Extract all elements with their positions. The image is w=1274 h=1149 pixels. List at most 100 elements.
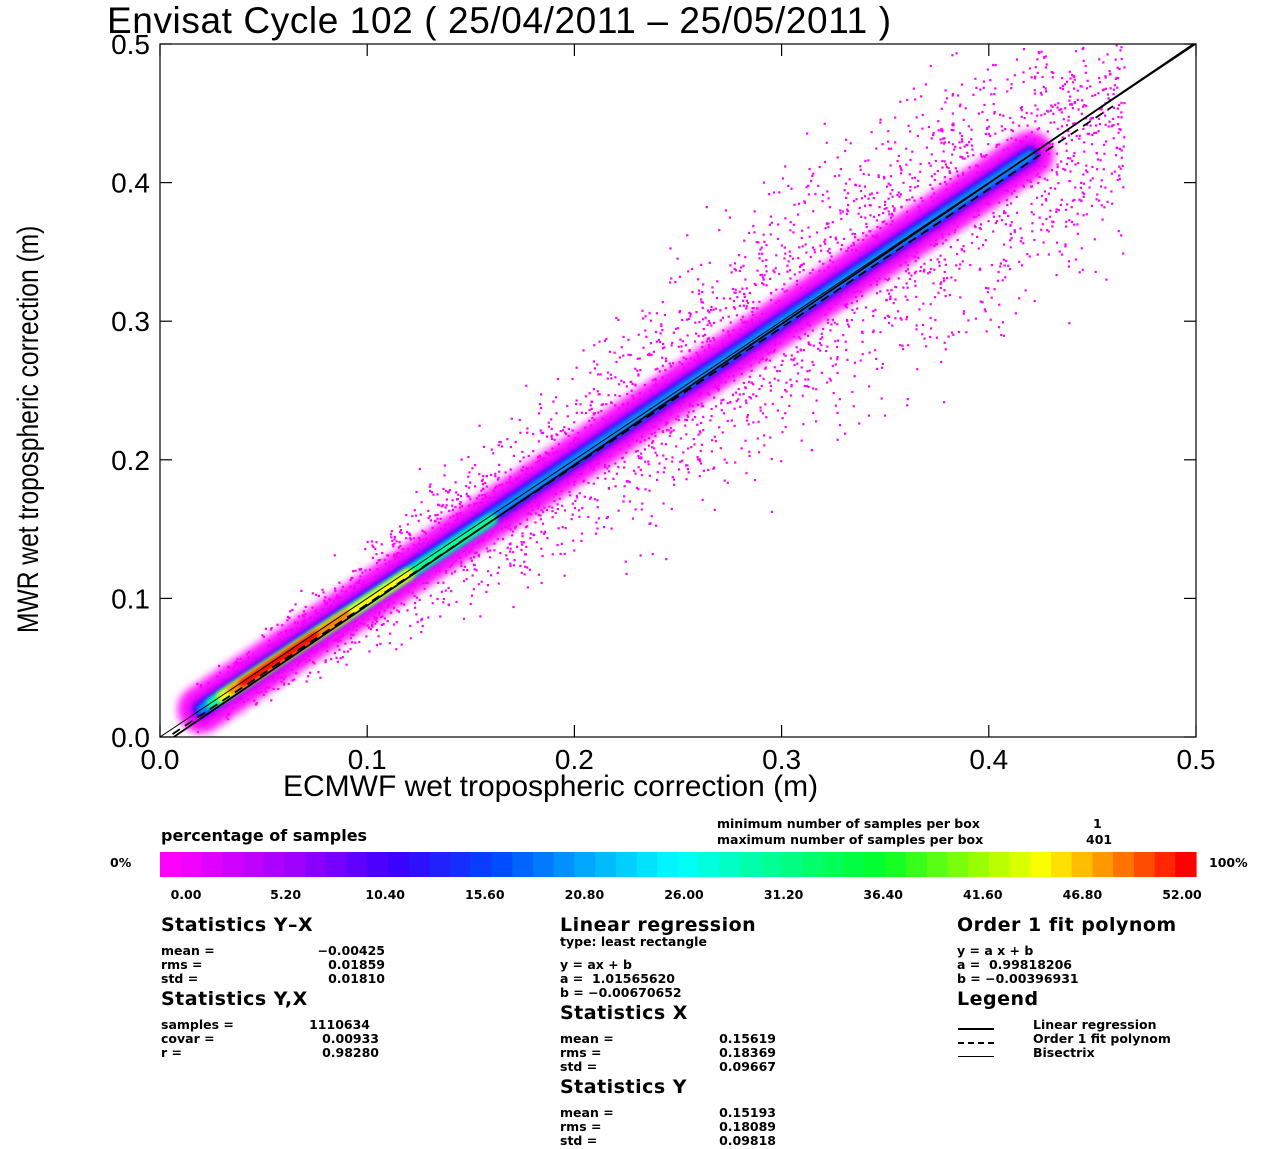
density-cell xyxy=(1083,104,1086,107)
density-cell xyxy=(459,495,462,498)
density-cell xyxy=(807,341,810,344)
density-cell xyxy=(702,327,705,331)
density-cell xyxy=(468,471,471,474)
poly-fit-b: b = −0.00396931 xyxy=(957,971,1079,986)
density-cell xyxy=(765,284,768,287)
density-cell xyxy=(797,202,801,205)
density-cell xyxy=(844,340,847,343)
density-cell xyxy=(686,468,689,471)
density-cell xyxy=(395,648,398,651)
density-cell xyxy=(521,450,524,453)
density-cell xyxy=(627,480,630,483)
density-cell xyxy=(393,535,396,539)
density-cell xyxy=(862,232,865,235)
density-cell xyxy=(524,526,527,529)
density-cell xyxy=(959,263,962,266)
density-cell xyxy=(990,264,993,267)
density-cell xyxy=(432,493,435,496)
density-cell xyxy=(980,155,983,158)
density-cell xyxy=(984,239,987,242)
density-cell xyxy=(894,298,897,301)
density-cell xyxy=(1117,115,1120,119)
density-cell xyxy=(808,168,811,171)
density-cell xyxy=(681,318,684,321)
density-cell xyxy=(989,79,992,82)
density-cell xyxy=(541,510,545,513)
density-cell xyxy=(979,153,983,156)
density-cell xyxy=(829,379,832,382)
density-cell xyxy=(606,371,610,374)
colorbar-segment xyxy=(450,852,472,877)
density-cell xyxy=(899,317,902,320)
density-cell xyxy=(751,307,754,310)
density-cell xyxy=(826,321,830,324)
density-cell xyxy=(519,431,522,434)
colorbar-segment xyxy=(1030,852,1052,877)
density-cell xyxy=(967,155,970,158)
linear-regression-a: a = 1.01565620 xyxy=(560,971,675,986)
density-cell xyxy=(781,359,784,362)
density-cell xyxy=(614,376,617,379)
density-cell xyxy=(560,542,563,545)
density-cell xyxy=(324,659,327,662)
density-cell xyxy=(529,532,532,535)
density-cell xyxy=(872,331,875,334)
density-cell xyxy=(698,320,701,324)
stats-x-title: Statistics X xyxy=(560,1002,688,1024)
density-cell xyxy=(726,402,729,405)
density-cell xyxy=(505,554,508,557)
density-cell xyxy=(608,470,611,473)
density-cell xyxy=(1011,129,1014,133)
density-cell xyxy=(640,508,643,511)
density-cell xyxy=(1109,72,1112,75)
density-cell xyxy=(627,338,630,341)
density-cell xyxy=(1036,196,1039,199)
density-cell xyxy=(787,260,790,263)
density-cell xyxy=(1049,209,1052,212)
density-cell xyxy=(898,195,901,198)
density-cell xyxy=(858,422,861,425)
density-cell xyxy=(781,288,784,291)
density-cell xyxy=(1064,245,1067,248)
density-cell xyxy=(580,532,584,535)
density-cell xyxy=(390,530,393,533)
density-cell xyxy=(897,277,900,280)
stats-y-value: 0.15193 xyxy=(719,1105,776,1120)
density-cell xyxy=(941,159,944,163)
density-cell xyxy=(631,517,635,520)
colorbar-segment xyxy=(657,852,679,877)
density-cell xyxy=(668,362,671,365)
density-cell xyxy=(900,172,903,175)
density-cell xyxy=(1043,190,1046,193)
density-cell xyxy=(950,331,954,334)
density-cell xyxy=(608,464,611,468)
density-cell xyxy=(596,390,599,393)
density-cell xyxy=(540,393,543,396)
density-cell xyxy=(929,164,932,167)
density-cell xyxy=(1080,112,1083,115)
density-cell xyxy=(300,589,303,592)
density-cell xyxy=(905,199,908,202)
density-cell xyxy=(551,553,554,556)
density-cell xyxy=(691,291,694,294)
density-cell xyxy=(678,311,681,314)
density-cell xyxy=(1074,122,1077,125)
density-cell xyxy=(993,288,996,291)
density-cell xyxy=(891,189,894,192)
density-cell xyxy=(1094,93,1097,97)
density-cell xyxy=(899,344,902,347)
density-cell xyxy=(986,68,989,71)
density-cell xyxy=(1106,200,1109,203)
colorbar-segment xyxy=(1133,852,1156,877)
density-cell xyxy=(1079,85,1082,88)
density-cell xyxy=(413,595,416,598)
density-cell xyxy=(1041,223,1044,226)
density-cell xyxy=(869,230,872,233)
density-cell xyxy=(1104,114,1107,117)
density-cell xyxy=(1109,87,1112,90)
density-cell xyxy=(1001,279,1004,282)
density-cell xyxy=(813,251,816,254)
density-cell xyxy=(524,565,527,568)
density-cell xyxy=(1052,220,1055,223)
colorbar-segment xyxy=(843,852,866,877)
